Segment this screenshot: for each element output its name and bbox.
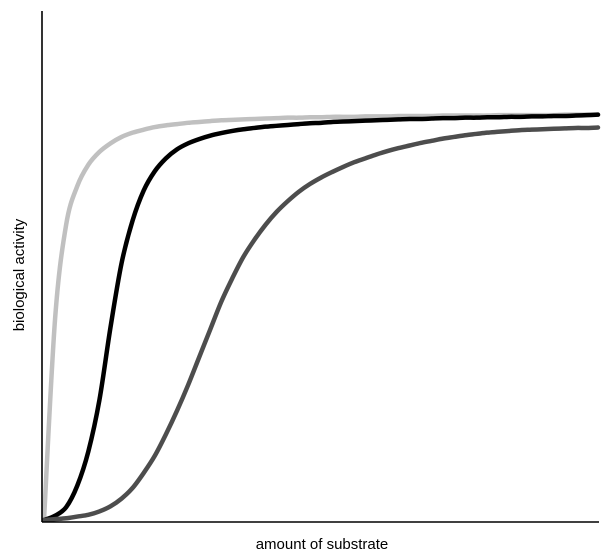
series-line-2 [41,112,601,523]
series-line-3 [41,125,601,523]
y-axis-label: biological activity [11,218,28,331]
series-layer [41,112,601,523]
x-axis-label: amount of substrate [256,536,389,553]
